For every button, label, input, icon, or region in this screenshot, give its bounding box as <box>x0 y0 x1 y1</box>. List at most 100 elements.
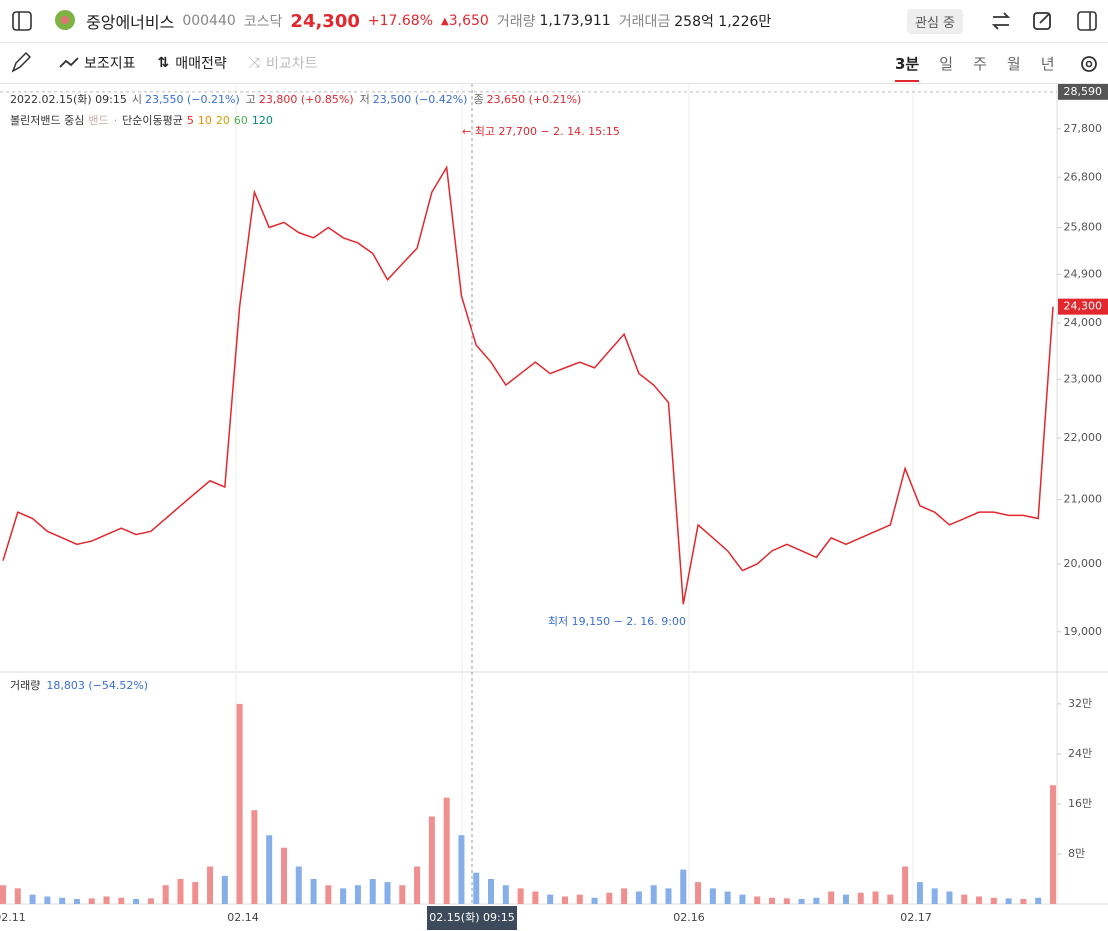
volume-bar <box>236 703 243 904</box>
y-tick-label: 23,000 <box>1064 372 1103 385</box>
info-item: 23,650 (+0.21%) <box>487 93 582 106</box>
volume-bar <box>532 891 539 904</box>
volume-bar <box>295 866 302 904</box>
price-badge <box>1058 84 1108 100</box>
volume-bar <box>680 869 687 904</box>
volume-bar <box>488 878 495 904</box>
volume-bar <box>976 896 983 904</box>
period-tab[interactable]: 일 <box>939 54 954 73</box>
volume-bar <box>118 897 125 904</box>
info-item: 저 <box>360 93 370 106</box>
volume-bar <box>1005 898 1012 904</box>
price: 24,300 <box>290 10 360 32</box>
y-tick-label: 21,000 <box>1064 493 1103 506</box>
volume-bar <box>1050 785 1056 904</box>
price-badge <box>1058 298 1108 315</box>
volume-bar <box>857 892 864 904</box>
period-tab[interactable]: 3분 <box>895 53 920 82</box>
y-tick-label: 26,800 <box>1064 170 1103 183</box>
legend-item: 5 <box>187 114 194 127</box>
volume-value: 18,803 (−54.52%) <box>46 679 148 692</box>
period-tab[interactable]: 주 <box>973 54 987 73</box>
volume-label: 거래량 <box>496 14 536 30</box>
volume-bar <box>29 894 36 904</box>
info-item: 종 <box>473 93 483 106</box>
draw-icon[interactable] <box>0 43 44 83</box>
volume-bar <box>813 897 820 904</box>
watch-button[interactable]: 관심 중 <box>907 9 964 34</box>
settings-icon[interactable] <box>1076 51 1102 77</box>
info-item: 23,800 (+0.85%) <box>259 93 354 106</box>
y-tick-label: 22,000 <box>1064 431 1103 444</box>
volume-bar <box>561 896 568 904</box>
info-item: 시 <box>132 93 142 106</box>
period-tab[interactable]: 년 <box>1040 54 1055 73</box>
info-item: 23,500 (−0.42%) <box>373 93 468 106</box>
volume-bar <box>621 888 628 904</box>
legend-item: 120 <box>252 114 273 127</box>
volume-bar <box>103 896 110 904</box>
y-tick-label: 19,000 <box>1064 625 1103 638</box>
stock-name: 중앙에너비스 <box>86 13 175 32</box>
compare-icon: ⤨ <box>248 55 260 71</box>
volume-bar <box>828 891 835 904</box>
logo <box>55 10 75 30</box>
x-tick-label: 02.17 <box>900 911 932 924</box>
volume-bar <box>310 878 317 904</box>
indicators[interactable]: 보조지표 <box>84 56 136 72</box>
volume-bar <box>280 847 287 904</box>
volume-bar <box>354 885 361 904</box>
y-tick-label: 24,000 <box>1064 316 1103 329</box>
volume-bar <box>724 891 731 904</box>
market: 코스닥 <box>243 14 283 30</box>
period-tab[interactable]: 월 <box>1006 54 1021 73</box>
volume-bar <box>517 888 524 904</box>
strategy-icon: ⇅ <box>157 55 170 71</box>
sidebar-toggle[interactable] <box>0 0 44 42</box>
x-tick-label: 02.16 <box>673 911 705 924</box>
volume-bar <box>635 891 642 904</box>
volume-bar <box>147 898 154 904</box>
header: 중앙에너비스 000440 코스닥 24,300 +17.68% ▲ 3,650 … <box>0 0 1108 43</box>
y-tick-label: 27,800 <box>1064 122 1103 135</box>
volume-bar <box>931 888 938 904</box>
panel-toggle[interactable] <box>1074 8 1100 34</box>
volume-bar <box>650 885 657 904</box>
volume-bar <box>1020 898 1027 904</box>
y-tick-label: 20,000 <box>1064 557 1103 570</box>
volume-bar <box>162 885 169 904</box>
volume-bar <box>842 894 849 904</box>
info-item: 고 <box>246 93 256 106</box>
volume-bar <box>783 898 790 904</box>
volume-bar <box>946 891 953 904</box>
volume-bar <box>1035 897 1042 904</box>
swap-icon[interactable] <box>988 8 1014 34</box>
volume-bar <box>606 892 613 904</box>
volume-bar <box>798 898 805 904</box>
legend-row: 볼린저밴드 중심 밴드 · 단순이동평균 5 10 20 60 120 <box>10 114 273 127</box>
volume-bar <box>192 882 199 904</box>
info-row: 2022.02.15(화) 09:15 시 23,550 (−0.21%) 고 23,8… <box>10 93 581 106</box>
strategy[interactable]: 매매전략 <box>175 56 227 72</box>
volume-bar <box>428 816 435 904</box>
compare[interactable]: 비교차트 <box>266 56 318 72</box>
volume-bar <box>916 882 923 904</box>
volume-bar <box>177 878 184 904</box>
price-line <box>2 165 1054 605</box>
volume-bar <box>399 885 406 904</box>
volume-bar <box>88 898 95 904</box>
legend-item: 10 <box>198 114 212 127</box>
volume-tick-label: 16만 <box>1068 797 1092 810</box>
legend-item: 20 <box>216 114 230 127</box>
volume-bar <box>502 885 509 904</box>
edit-icon[interactable] <box>1030 8 1056 34</box>
volume-bar <box>340 888 347 904</box>
volume-bar <box>133 898 140 904</box>
chart: 19,000 20,000 21,000 22,000 23,000 24,000 24,9… <box>0 84 1108 930</box>
volume-bar <box>414 866 421 904</box>
stock-code: 000440 <box>182 13 236 29</box>
legend-item: 밴드 <box>88 114 108 127</box>
price-badge-label: 28,590 <box>1064 85 1103 98</box>
volume-bar <box>665 888 672 904</box>
